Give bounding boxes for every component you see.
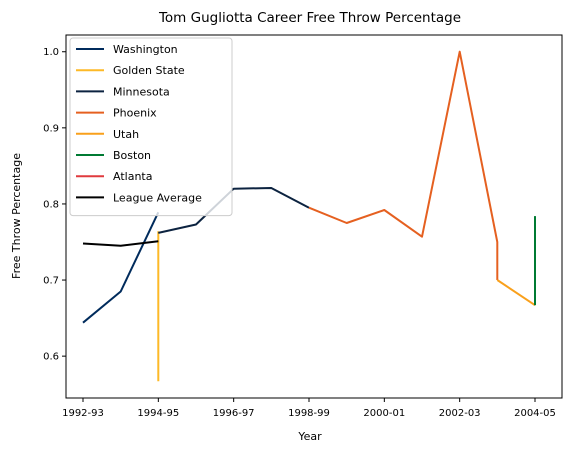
x-tick-label-1996-97: 1996-97	[213, 408, 255, 419]
legend-item-league-average: League Average	[76, 191, 202, 204]
y-axis-title: Free Throw Percentage	[10, 153, 23, 279]
y-tick-label-0-9: 0.9	[43, 123, 59, 134]
series-line-utah	[496, 279, 536, 307]
legend-box	[69, 37, 233, 217]
legend-label-utah: Utah	[113, 128, 139, 141]
x-tick-label-2004-05: 2004-05	[514, 408, 556, 419]
legend-label-golden-state: Golden State	[113, 64, 185, 77]
x-axis: 1992-93 1994-95 1996-97 1998-99 2000-01 2002-…	[62, 398, 556, 419]
legend-label-atlanta: Atlanta	[113, 170, 152, 183]
x-axis-title: Year	[297, 430, 322, 443]
plot-frame	[65, 34, 563, 399]
legend-label-league-average: League Average	[113, 191, 202, 204]
legend-item-phoenix: Phoenix	[76, 107, 157, 120]
legend-label-washington: Washington	[113, 43, 178, 56]
legend-item-utah: Utah	[76, 128, 139, 141]
x-tick-label-2002-03: 2002-03	[439, 408, 481, 419]
legend-label-minnesota: Minnesota	[113, 85, 170, 98]
legend-item-washington: Washington	[76, 43, 178, 56]
y-tick-label-1: 1.0	[43, 47, 59, 58]
chart-title: Tom Gugliotta Career Free Throw Percenta…	[158, 10, 461, 26]
x-tick-label-1994-95: 1994-95	[137, 408, 179, 419]
series-line-phoenix	[308, 50, 499, 280]
legend-label-boston: Boston	[113, 149, 151, 162]
y-tick-label-0-6: 0.6	[43, 352, 59, 363]
legend: Washington Golden State Minnesota Phoenix Ut…	[69, 37, 233, 217]
x-tick-label-1992-93: 1992-93	[62, 408, 104, 419]
legend-item-golden-state: Golden State	[76, 64, 185, 77]
y-tick-label-0-7: 0.7	[43, 276, 59, 287]
legend-item-atlanta: Atlanta	[76, 170, 152, 183]
legend-item-boston: Boston	[76, 149, 151, 162]
series-line-minnesota	[158, 187, 310, 234]
x-tick-label-1998-99: 1998-99	[288, 408, 330, 419]
x-tick-label-2000-01: 2000-01	[363, 408, 405, 419]
y-axis: 0.6 0.7 0.8 0.9 1.0	[43, 47, 66, 363]
legend-item-minnesota: Minnesota	[76, 85, 170, 98]
series-line-league-average	[82, 240, 159, 247]
legend-label-phoenix: Phoenix	[113, 107, 157, 120]
series-layer	[82, 50, 536, 382]
y-tick-label-0-8: 0.8	[43, 199, 59, 210]
series-line-washington	[82, 211, 160, 324]
